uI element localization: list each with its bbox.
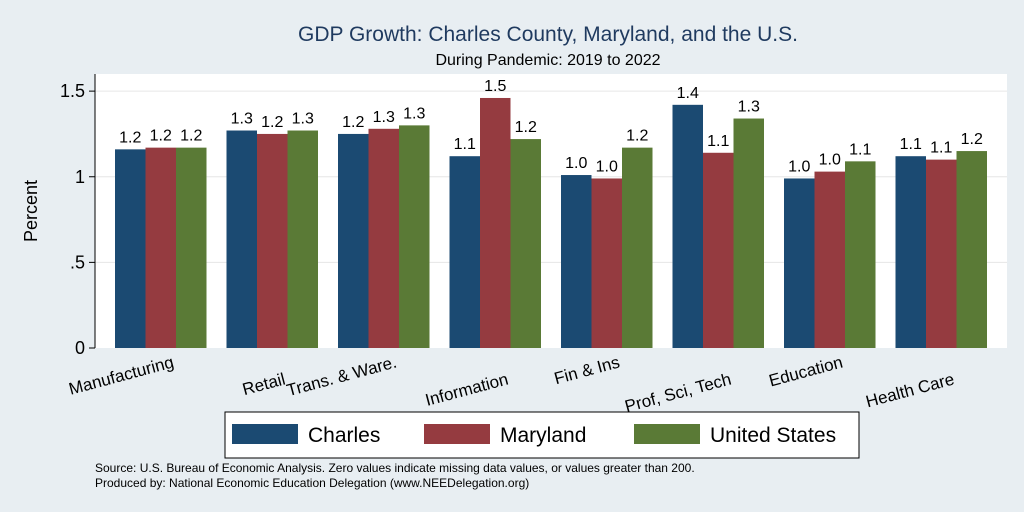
data-label-maryland: 1.0 xyxy=(819,152,841,169)
chart-title: GDP Growth: Charles County, Maryland, an… xyxy=(298,23,798,46)
data-label-maryland: 1.0 xyxy=(596,158,618,175)
data-label-charles: 1.3 xyxy=(231,111,253,128)
legend-swatch-united-states xyxy=(634,424,700,444)
bar-united-states xyxy=(176,147,207,348)
chart-subtitle: During Pandemic: 2019 to 2022 xyxy=(435,52,660,69)
data-labels-group: 1.2 1.2 1.2 1.3 1.2 1.3 1.2 1.3 1.3 1.1 1.5 1.2 1.0 1… xyxy=(119,78,983,175)
data-label-charles: 1.2 xyxy=(119,129,141,146)
legend-swatch-charles xyxy=(232,424,298,444)
data-label-charles: 1.1 xyxy=(900,136,922,153)
y-tick-label: 0 xyxy=(75,338,85,358)
legend-box xyxy=(224,411,860,459)
data-label-united-states: 1.2 xyxy=(626,128,648,145)
legend-swatch-maryland xyxy=(424,424,490,444)
bar-charles xyxy=(561,175,592,348)
bar-charles xyxy=(784,178,815,348)
data-label-united-states: 1.3 xyxy=(403,105,425,122)
bar-maryland xyxy=(480,97,511,348)
bar-charles xyxy=(115,149,146,348)
data-label-charles: 1.0 xyxy=(565,155,587,172)
data-label-charles: 1.4 xyxy=(677,85,699,102)
bar-united-states xyxy=(399,125,430,348)
bar-charles xyxy=(449,156,480,348)
data-label-charles: 1.2 xyxy=(342,114,364,131)
data-label-maryland: 1.2 xyxy=(150,128,172,145)
bar-charles xyxy=(338,133,369,348)
legend-label-charles: Charles xyxy=(308,424,380,447)
data-label-united-states: 1.2 xyxy=(961,131,983,148)
bars-group xyxy=(115,97,987,349)
y-tick-label: .5 xyxy=(70,252,85,272)
bar-united-states xyxy=(845,161,876,348)
bar-united-states xyxy=(956,151,987,348)
data-label-united-states: 1.1 xyxy=(849,141,871,158)
data-label-maryland: 1.1 xyxy=(930,140,952,157)
y-tick-label: 1 xyxy=(75,167,85,187)
data-label-united-states: 1.2 xyxy=(515,119,537,136)
data-label-charles: 1.1 xyxy=(454,136,476,153)
bar-maryland xyxy=(814,171,845,348)
bar-charles xyxy=(895,156,926,348)
bar-charles xyxy=(672,104,703,348)
bar-united-states xyxy=(510,139,541,348)
y-axis-label: Percent xyxy=(21,180,41,242)
data-label-charles: 1.0 xyxy=(788,158,810,175)
bar-maryland xyxy=(368,128,399,348)
bar-maryland xyxy=(257,133,288,348)
legend: Charles Maryland United States xyxy=(224,411,860,459)
data-label-maryland: 1.5 xyxy=(484,78,506,95)
bar-united-states xyxy=(733,118,764,349)
y-axis-ticks: 0 .5 1 1.5 xyxy=(60,81,95,358)
y-tick-label: 1.5 xyxy=(60,81,85,101)
bar-maryland xyxy=(591,178,622,348)
legend-label-maryland: Maryland xyxy=(500,424,586,447)
bar-united-states xyxy=(287,130,318,348)
bar-maryland xyxy=(703,152,734,348)
bar-charles xyxy=(226,130,257,348)
data-label-united-states: 1.3 xyxy=(738,99,760,116)
produced-note: Produced by: National Economic Education… xyxy=(95,476,529,490)
data-label-united-states: 1.2 xyxy=(180,128,202,145)
legend-label-united-states: United States xyxy=(710,424,836,447)
data-label-maryland: 1.3 xyxy=(373,109,395,126)
bar-maryland xyxy=(145,147,176,348)
data-label-united-states: 1.3 xyxy=(292,111,314,128)
bar-maryland xyxy=(926,159,957,348)
bar-united-states xyxy=(622,147,653,348)
source-note: Source: U.S. Bureau of Economic Analysis… xyxy=(95,461,695,475)
data-label-maryland: 1.1 xyxy=(707,133,729,150)
data-label-maryland: 1.2 xyxy=(261,114,283,131)
